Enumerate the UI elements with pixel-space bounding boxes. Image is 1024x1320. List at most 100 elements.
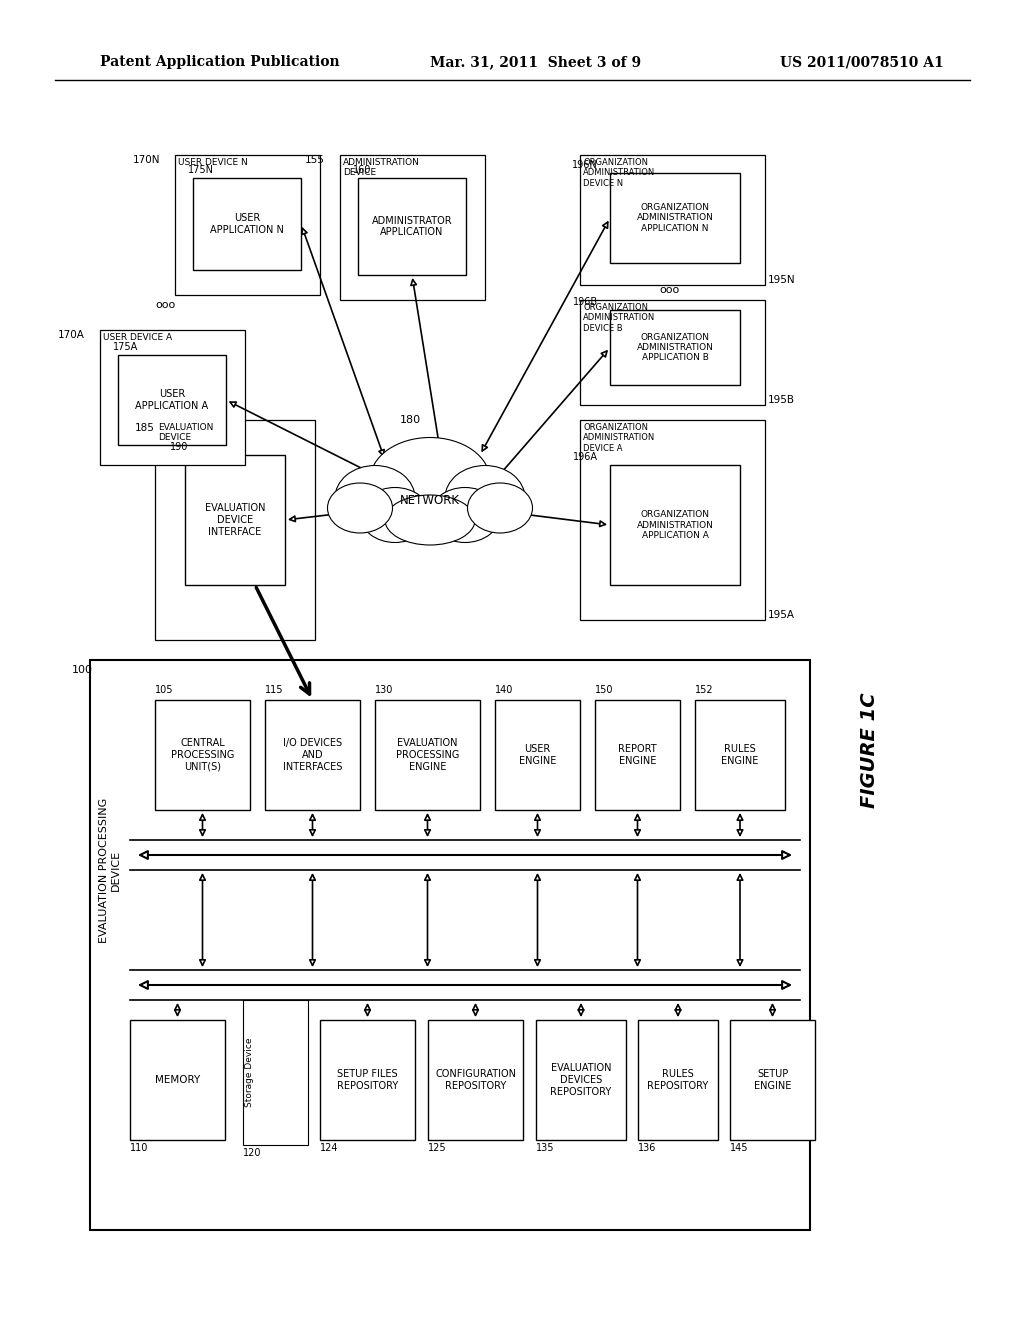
Bar	[580, 420, 765, 620]
Text: ORGANIZATION
ADMINISTRATION
DEVICE B: ORGANIZATION ADMINISTRATION DEVICE B	[583, 304, 655, 333]
Text: RULES
ENGINE: RULES ENGINE	[721, 744, 759, 766]
Bar	[118, 355, 226, 445]
Text: ORGANIZATION
ADMINISTRATION
APPLICATION B: ORGANIZATION ADMINISTRATION APPLICATION …	[637, 333, 714, 363]
Bar	[610, 465, 740, 585]
Bar	[695, 700, 785, 810]
Text: 130: 130	[375, 685, 393, 696]
Text: I/O DEVICES
AND
INTERFACES: I/O DEVICES AND INTERFACES	[283, 738, 342, 772]
Bar	[175, 154, 319, 294]
Text: EVALUATION
PROCESSING
ENGINE: EVALUATION PROCESSING ENGINE	[396, 738, 459, 772]
Bar	[193, 178, 301, 271]
Text: FIGURE 1C: FIGURE 1C	[860, 692, 879, 808]
Text: 135: 135	[536, 1143, 555, 1152]
Text: SETUP FILES
REPOSITORY: SETUP FILES REPOSITORY	[337, 1069, 398, 1090]
Text: 125: 125	[428, 1143, 446, 1152]
Ellipse shape	[468, 483, 532, 533]
Text: 160: 160	[353, 165, 372, 176]
Bar	[580, 300, 765, 405]
Bar	[495, 700, 580, 810]
Text: 190: 190	[170, 442, 188, 451]
Bar	[358, 178, 466, 275]
Text: ORGANIZATION
ADMINISTRATION
APPLICATION A: ORGANIZATION ADMINISTRATION APPLICATION …	[637, 510, 714, 540]
Bar	[610, 310, 740, 385]
Text: 175N: 175N	[188, 165, 214, 176]
Text: 195N: 195N	[768, 275, 796, 285]
Text: USER DEVICE N: USER DEVICE N	[178, 158, 248, 168]
Text: REPORT
ENGINE: REPORT ENGINE	[618, 744, 656, 766]
Text: 195A: 195A	[768, 610, 795, 620]
Text: 185: 185	[135, 422, 155, 433]
Text: CONFIGURATION
REPOSITORY: CONFIGURATION REPOSITORY	[435, 1069, 516, 1090]
Bar	[100, 330, 245, 465]
Text: ORGANIZATION
ADMINISTRATION
APPLICATION N: ORGANIZATION ADMINISTRATION APPLICATION …	[637, 203, 714, 232]
Text: ORGANIZATION
ADMINISTRATION
DEVICE A: ORGANIZATION ADMINISTRATION DEVICE A	[583, 422, 655, 453]
Text: 105: 105	[155, 685, 173, 696]
Bar	[375, 700, 480, 810]
Ellipse shape	[328, 483, 392, 533]
Text: 196N: 196N	[572, 160, 598, 170]
Text: US 2011/0078510 A1: US 2011/0078510 A1	[780, 55, 944, 69]
Bar	[610, 173, 740, 263]
Ellipse shape	[445, 466, 525, 531]
Bar	[638, 1020, 718, 1140]
Text: 152: 152	[695, 685, 714, 696]
Ellipse shape	[335, 466, 415, 531]
Bar	[595, 700, 680, 810]
Text: 175A: 175A	[113, 342, 138, 352]
Text: RULES
REPOSITORY: RULES REPOSITORY	[647, 1069, 709, 1090]
Text: 196A: 196A	[573, 451, 598, 462]
Text: USER
APPLICATION A: USER APPLICATION A	[135, 389, 209, 411]
Text: 195B: 195B	[768, 395, 795, 405]
Ellipse shape	[360, 487, 430, 543]
Text: ooo: ooo	[155, 300, 175, 310]
Text: ORGANIZATION
ADMINISTRATION
DEVICE N: ORGANIZATION ADMINISTRATION DEVICE N	[583, 158, 655, 187]
Text: 180: 180	[400, 414, 421, 425]
Ellipse shape	[385, 495, 475, 545]
Text: EVALUATION PROCESSING
DEVICE: EVALUATION PROCESSING DEVICE	[99, 797, 121, 942]
Bar	[265, 700, 360, 810]
Bar	[340, 154, 485, 300]
Text: 110: 110	[130, 1143, 148, 1152]
Bar	[243, 1001, 308, 1144]
Text: 145: 145	[730, 1143, 749, 1152]
Text: USER
ENGINE: USER ENGINE	[519, 744, 556, 766]
Text: MEMORY: MEMORY	[155, 1074, 200, 1085]
Text: 196B: 196B	[572, 297, 598, 308]
Text: USER DEVICE A: USER DEVICE A	[103, 333, 172, 342]
Text: EVALUATION
DEVICES
REPOSITORY: EVALUATION DEVICES REPOSITORY	[550, 1064, 611, 1097]
Ellipse shape	[370, 437, 490, 523]
Bar	[730, 1020, 815, 1140]
Text: 170A: 170A	[58, 330, 85, 341]
Bar	[155, 700, 250, 810]
Bar	[580, 154, 765, 285]
Text: ADMINISTRATION
DEVICE: ADMINISTRATION DEVICE	[343, 158, 420, 177]
Text: NETWORK: NETWORK	[400, 494, 460, 507]
Text: 150: 150	[595, 685, 613, 696]
Text: ooo: ooo	[659, 285, 680, 294]
Text: 124: 124	[319, 1143, 339, 1152]
Text: 115: 115	[265, 685, 284, 696]
Text: 100: 100	[72, 665, 93, 675]
Text: EVALUATION
DEVICE: EVALUATION DEVICE	[158, 422, 213, 442]
Text: EVALUATION
DEVICE
INTERFACE: EVALUATION DEVICE INTERFACE	[205, 503, 265, 537]
Ellipse shape	[430, 487, 500, 543]
Text: Storage Device: Storage Device	[245, 1038, 254, 1107]
Text: 170N: 170N	[132, 154, 160, 165]
Bar	[185, 455, 285, 585]
Text: 140: 140	[495, 685, 513, 696]
Text: 136: 136	[638, 1143, 656, 1152]
Text: USER
APPLICATION N: USER APPLICATION N	[210, 214, 284, 235]
Bar	[90, 660, 810, 1230]
Text: SETUP
ENGINE: SETUP ENGINE	[754, 1069, 792, 1090]
Bar	[130, 1020, 225, 1140]
Text: 120: 120	[243, 1148, 261, 1158]
Bar	[536, 1020, 626, 1140]
Text: ADMINISTRATOR
APPLICATION: ADMINISTRATOR APPLICATION	[372, 215, 453, 238]
Text: Patent Application Publication: Patent Application Publication	[100, 55, 340, 69]
Text: CENTRAL
PROCESSING
UNIT(S): CENTRAL PROCESSING UNIT(S)	[171, 738, 234, 772]
Text: 155: 155	[305, 154, 325, 165]
Text: Mar. 31, 2011  Sheet 3 of 9: Mar. 31, 2011 Sheet 3 of 9	[430, 55, 641, 69]
Bar	[428, 1020, 523, 1140]
Bar	[319, 1020, 415, 1140]
Bar	[155, 420, 315, 640]
